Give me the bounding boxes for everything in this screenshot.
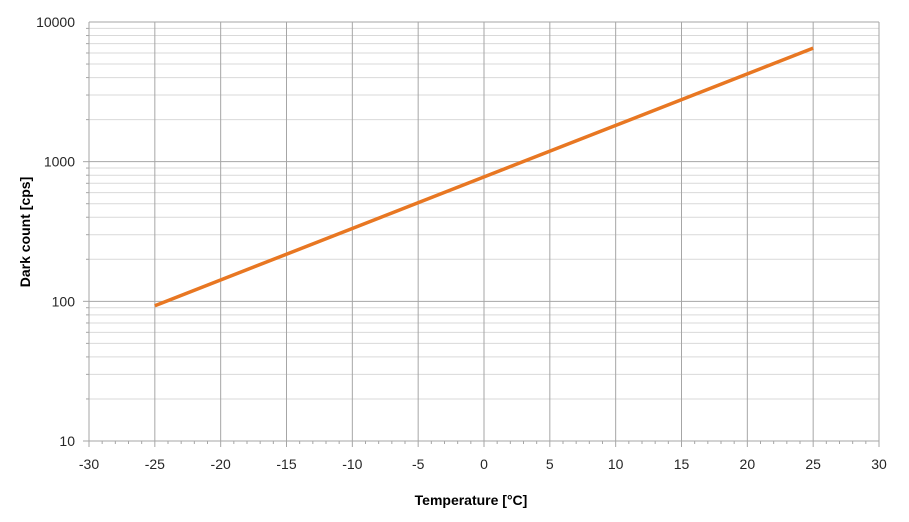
- y-tick-label: 100: [52, 293, 76, 309]
- x-tick-label: 0: [480, 456, 488, 472]
- x-tick-label: 5: [546, 456, 554, 472]
- grid: [83, 21, 880, 447]
- y-tick-label: 1000: [44, 154, 75, 170]
- x-tick-label: 25: [805, 456, 821, 472]
- x-tick-label: -10: [342, 456, 362, 472]
- series-layer: [154, 46, 814, 308]
- x-tick-labels: -30 -25 -20 -15 -10 -5 0 5 10 15 20 25 30: [79, 456, 887, 472]
- x-tick-label: 15: [674, 456, 690, 472]
- x-tick-label: 30: [871, 456, 887, 472]
- x-tick-label: -5: [412, 456, 425, 472]
- x-axis-title: Temperature [°C]: [415, 492, 528, 508]
- x-tick-label: -30: [79, 456, 99, 472]
- x-tick-label: -20: [211, 456, 231, 472]
- y-tick-label: 10: [59, 433, 75, 449]
- x-tick-label: -15: [276, 456, 296, 472]
- x-tick-label: 20: [740, 456, 756, 472]
- y-axis-title: Dark count [cps]: [17, 177, 33, 287]
- x-tick-label: 10: [608, 456, 624, 472]
- y-tick-label: 10000: [36, 14, 75, 30]
- series-line-1: [154, 46, 814, 308]
- x-tick-label: -25: [145, 456, 165, 472]
- y-tick-labels: 10 100 1000 10000: [36, 14, 75, 449]
